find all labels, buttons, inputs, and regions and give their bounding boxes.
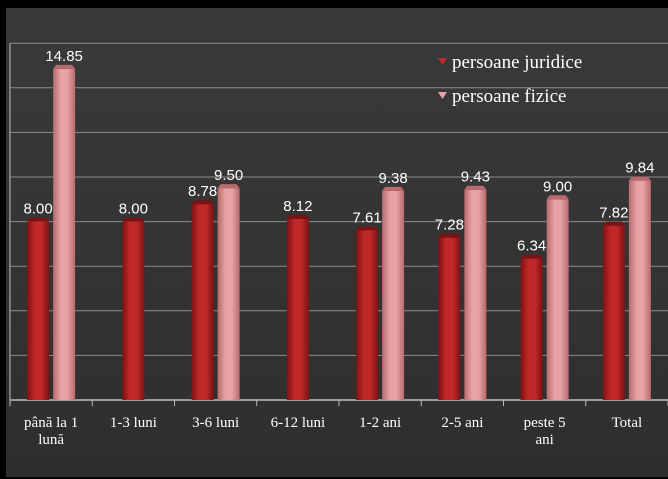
bar-cap — [217, 184, 240, 189]
data-label: 8.00 — [24, 201, 53, 218]
bar-juridice — [191, 204, 214, 400]
x-tick-label: Total — [612, 415, 643, 431]
x-tick-label: 2-5 ani — [441, 415, 483, 431]
legend-label: persoane fizice — [452, 86, 566, 107]
data-label: 9.50 — [214, 167, 243, 184]
x-tick-label: 3-6 luni — [192, 415, 239, 431]
bar-cap — [520, 254, 543, 259]
x-tick-label: 1-3 luni — [110, 415, 157, 431]
data-label: 9.84 — [625, 160, 654, 177]
data-label: 9.00 — [543, 178, 572, 195]
bar-juridice — [27, 221, 50, 400]
x-tick-label: peste 5 — [524, 415, 566, 431]
data-label: 8.78 — [188, 183, 217, 200]
bar-cap — [356, 226, 379, 231]
data-label: 6.34 — [517, 238, 546, 255]
bar-fizice — [53, 68, 76, 400]
bar-cap — [27, 217, 50, 222]
bar-cap — [628, 176, 651, 181]
bar-juridice — [520, 258, 543, 400]
bar-cap — [382, 186, 405, 191]
bar-juridice — [122, 221, 145, 400]
legend-label: persoane juridice — [452, 52, 582, 73]
data-label: 7.28 — [435, 217, 464, 234]
bar-juridice — [602, 225, 625, 400]
bar-fizice — [464, 189, 487, 400]
bar-fizice — [628, 180, 651, 400]
data-label: 9.43 — [461, 169, 490, 186]
bar-cap — [464, 185, 487, 190]
bar-juridice — [356, 230, 379, 400]
x-tick-label: 6-12 luni — [271, 415, 326, 431]
data-label: 14.85 — [45, 48, 83, 65]
data-label: 8.00 — [119, 201, 148, 218]
data-label: 7.61 — [353, 209, 382, 226]
bar-cap — [53, 64, 76, 69]
bar-cap — [191, 200, 214, 205]
legend-marker-juridice — [438, 58, 447, 65]
data-label: 7.82 — [599, 205, 628, 222]
legend-marker-fizice — [438, 92, 447, 99]
bar-cap — [286, 214, 309, 219]
bar-fizice — [382, 190, 405, 400]
data-label: 9.38 — [379, 170, 408, 187]
bar-cap — [546, 195, 569, 200]
bar-cap — [122, 217, 145, 222]
bar-cap — [602, 221, 625, 226]
x-tick-label: lună — [38, 432, 64, 448]
bar-juridice — [286, 218, 309, 400]
x-tick-label: 1-2 ani — [359, 415, 401, 431]
bar-cap — [438, 233, 461, 238]
bar-juridice — [438, 237, 461, 400]
x-tick-label: până la 1 — [24, 415, 78, 431]
bar-fizice — [546, 199, 569, 400]
x-tick-label: ani — [535, 432, 553, 448]
bar-fizice — [217, 188, 240, 400]
data-label: 8.12 — [283, 198, 312, 215]
